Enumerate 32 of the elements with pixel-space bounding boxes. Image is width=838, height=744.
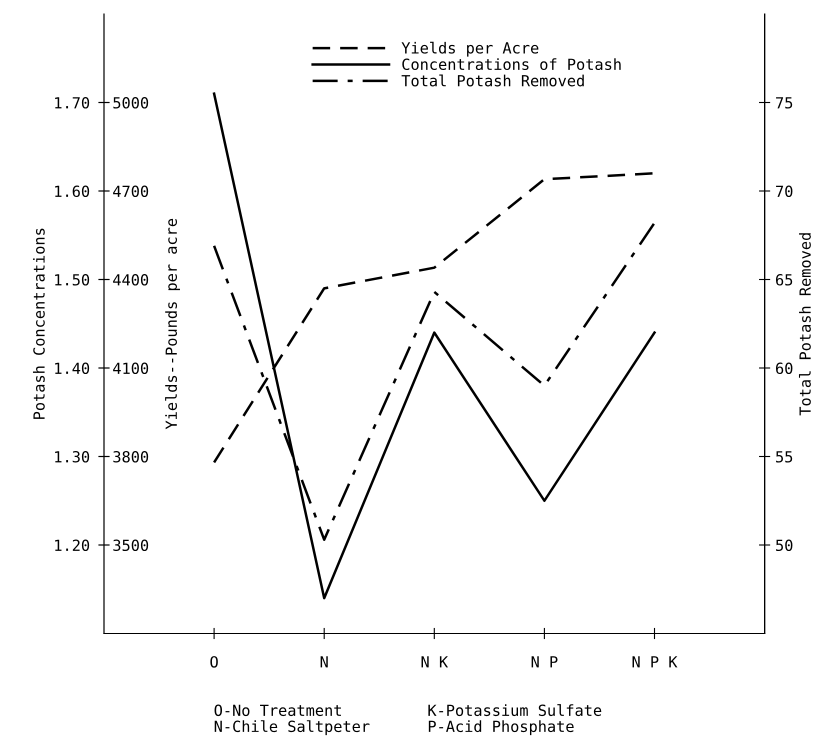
y2-tick-label: 55 — [776, 451, 792, 463]
y3-tick-label: 5000 — [113, 97, 148, 109]
text: O-No Treatment N-Chile Saltpeter — [214, 704, 370, 736]
y2-tick-label: 65 — [776, 274, 792, 286]
y3-tick-label: 3500 — [113, 540, 148, 552]
y2-tick-label: 50 — [776, 540, 792, 552]
x-tick-label: N K — [422, 656, 448, 668]
y3-tick-label: 4400 — [113, 274, 148, 286]
y-tick-label: 1.20 — [55, 540, 90, 552]
y-tick-label: 1.60 — [55, 186, 90, 198]
y2-tick-label: 60 — [776, 362, 792, 374]
y-tick-label: 1.70 — [55, 97, 90, 109]
y-tick-label: 1.30 — [55, 451, 90, 463]
y2-axis-title: Total Potash Removed — [798, 233, 811, 416]
legend-label: Concentrations of Potash — [402, 58, 621, 70]
x-tick-label: N P — [532, 656, 558, 668]
y-tick-label: 1.50 — [55, 274, 90, 286]
y3-tick-label: 4700 — [113, 186, 148, 198]
y3-axis-title: Yields--Pounds per acre — [165, 218, 180, 430]
y3-tick-label: 4100 — [113, 362, 148, 374]
x-tick-label: O — [210, 656, 218, 668]
y-axis-title: Potash Concentrations — [32, 228, 45, 419]
legend-label: Yields per Acre — [402, 42, 538, 57]
x-tick-label: N P K — [632, 656, 678, 668]
y-tick-label: 1.40 — [55, 362, 90, 374]
y3-tick-label: 3800 — [113, 451, 148, 463]
y2-tick-label: 70 — [776, 186, 792, 198]
x-tick-label: N — [320, 656, 328, 668]
legend-label: Total Potash Removed — [402, 74, 584, 86]
line-series — [212, 92, 656, 600]
y2-tick-label: 75 — [776, 97, 792, 109]
text: K-Potassium Sulfate P-Acid Phosphate — [428, 704, 602, 736]
